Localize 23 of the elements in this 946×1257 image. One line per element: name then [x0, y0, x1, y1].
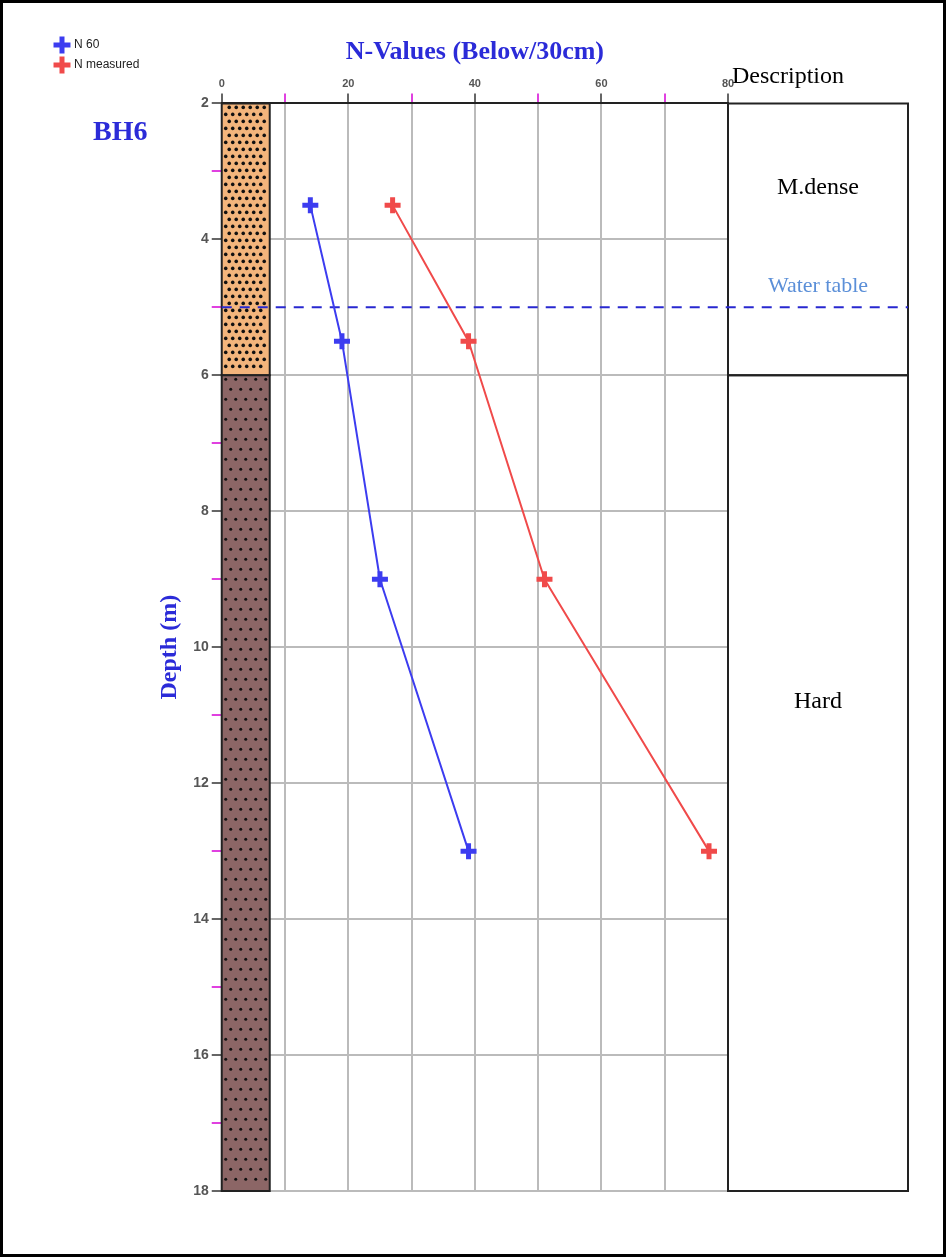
y-tick-label: 4: [200, 230, 209, 247]
y-tick-label: 2: [200, 94, 209, 111]
x-axis-title: N-Values (Below/30cm): [345, 36, 605, 66]
x-tick-label: 20: [342, 76, 355, 89]
y-axis-title: Depth (m): [154, 594, 181, 700]
x-tick-label: 0: [218, 76, 225, 89]
legend-label: N measured: [74, 57, 140, 72]
text: Hard: [794, 686, 842, 713]
x-tick-label: 60: [595, 76, 608, 89]
y-tick-label: 18: [193, 1181, 209, 1198]
x-tick-label: 40: [468, 76, 481, 89]
ref-line-label: Water table: [767, 272, 869, 298]
x-tick-label: 80: [721, 76, 735, 89]
text: Description: [732, 62, 844, 89]
y-tick-label: 16: [193, 1045, 209, 1062]
y-tick-label: 8: [200, 502, 209, 519]
y-tick-label: 6: [200, 366, 209, 383]
y-tick-label: 12: [193, 774, 209, 791]
text: M.dense: [777, 172, 859, 199]
y-tick-label: 10: [193, 638, 209, 655]
y-tick-label: 14: [193, 909, 209, 926]
legend-label: N 60: [74, 37, 100, 52]
chart-title: BH6: [93, 115, 148, 147]
